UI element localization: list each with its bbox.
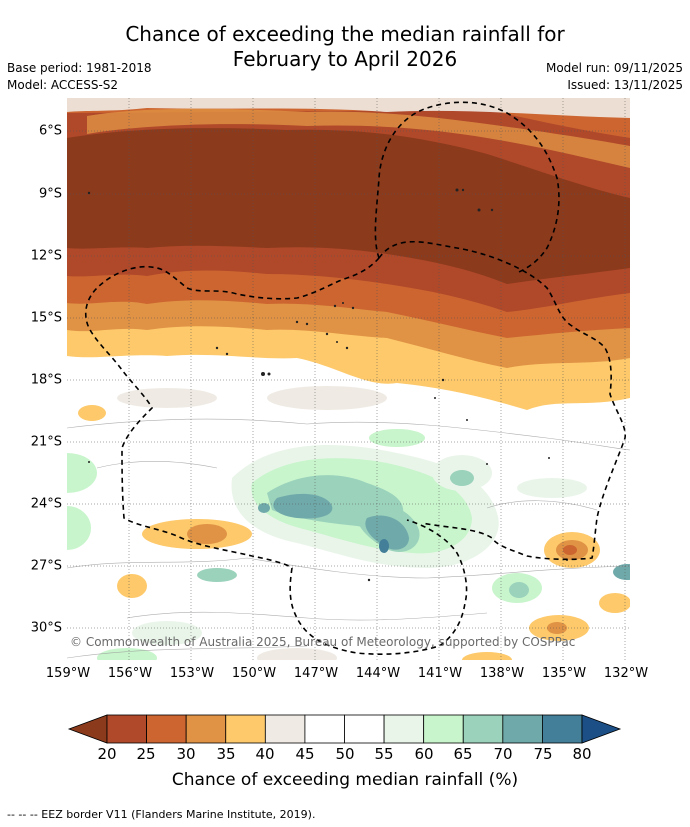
colorbar-tick-75: 75 — [533, 745, 553, 763]
colorbar-tick-65: 65 — [453, 745, 473, 763]
model-name: Model: ACCESS-S2 — [7, 78, 119, 92]
lat-label-15s: 15°S — [30, 310, 62, 326]
colorbar-cell — [542, 714, 583, 744]
colorbar-tick-60: 60 — [414, 745, 434, 763]
lat-label-12s: 12°S — [30, 248, 62, 264]
graticule — [67, 98, 630, 660]
copyright-notice: © Commonwealth of Australia 2025, Bureau… — [70, 635, 576, 649]
title-line-2: February to April 2026 — [232, 47, 458, 71]
colorbar-cell — [185, 714, 227, 744]
islands — [87, 188, 568, 582]
colorbar-tick-30: 30 — [176, 745, 196, 763]
title-line-1: Chance of exceeding the median rainfall … — [125, 22, 565, 46]
lon-label-153w: 153°W — [169, 666, 215, 681]
base-period: Base period: 1981-2018 — [7, 61, 152, 75]
contour-lines — [67, 418, 630, 659]
lat-label-24s: 24°S — [30, 496, 62, 512]
colorbar-extension-low — [67, 714, 108, 744]
colorbar-tick-50: 50 — [335, 745, 355, 763]
dry-region-north — [67, 98, 630, 410]
wet-region-central — [67, 429, 630, 660]
lat-label-30s: 30°S — [30, 620, 62, 636]
lon-label-150w: 150°W — [231, 666, 277, 681]
lon-label-135w: 135°W — [541, 666, 587, 681]
colorbar — [67, 714, 622, 744]
colorbar-cell — [106, 714, 147, 744]
eez-footnote: -- -- -- EEZ border V11 (Flanders Marine… — [7, 808, 316, 821]
colorbar-cell — [383, 714, 425, 744]
colorbar-cell — [304, 714, 345, 744]
colorbar-tick-55: 55 — [374, 745, 394, 763]
lon-label-156w: 156°W — [107, 666, 153, 681]
colorbar-tick-70: 70 — [493, 745, 513, 763]
colorbar-tick-25: 25 — [136, 745, 156, 763]
lon-label-159w: 159°W — [45, 666, 91, 681]
lat-label-6s: 6°S — [38, 123, 62, 139]
colorbar-tick-45: 45 — [295, 745, 315, 763]
colorbar-cell — [423, 714, 464, 744]
colorbar-cell — [225, 714, 266, 744]
colorbar-extension-high — [581, 714, 622, 744]
model-run: Model run: 09/11/2025 — [545, 61, 683, 75]
lat-label-27s: 27°S — [30, 558, 62, 574]
lon-label-144w: 144°W — [355, 666, 401, 681]
lat-label-9s: 9°S — [38, 186, 62, 202]
lat-label-18s: 18°S — [30, 372, 62, 388]
colorbar-tick-20: 20 — [97, 745, 117, 763]
colorbar-tick-40: 40 — [255, 745, 275, 763]
lon-label-138w: 138°W — [479, 666, 525, 681]
meta-left: Base period: 1981-2018 Model: ACCESS-S2 — [7, 60, 152, 94]
colorbar-cell — [502, 714, 543, 744]
colorbar-cell — [264, 714, 306, 744]
colorbar-tick-35: 35 — [216, 745, 236, 763]
meta-right: Model run: 09/11/2025 Issued: 13/11/2025 — [546, 60, 683, 94]
map-svg — [67, 98, 630, 660]
colorbar-tick-80: 80 — [572, 745, 592, 763]
colorbar-label: Chance of exceeding median rainfall (%) — [171, 770, 519, 790]
eez-borders — [85, 101, 626, 655]
colorbar-cell — [146, 714, 187, 744]
map-title: Chance of exceeding the median rainfall … — [0, 22, 690, 72]
colorbar-cell — [344, 714, 385, 744]
colorbar-cells — [67, 714, 622, 744]
lon-label-147w: 147°W — [293, 666, 339, 681]
colorbar-cell — [462, 714, 504, 744]
lon-label-141w: 141°W — [417, 666, 463, 681]
rainfall-map — [67, 98, 630, 660]
issued-date: Issued: 13/11/2025 — [567, 78, 683, 92]
lat-label-21s: 21°S — [30, 434, 62, 450]
lon-label-132w: 132°W — [603, 666, 649, 681]
